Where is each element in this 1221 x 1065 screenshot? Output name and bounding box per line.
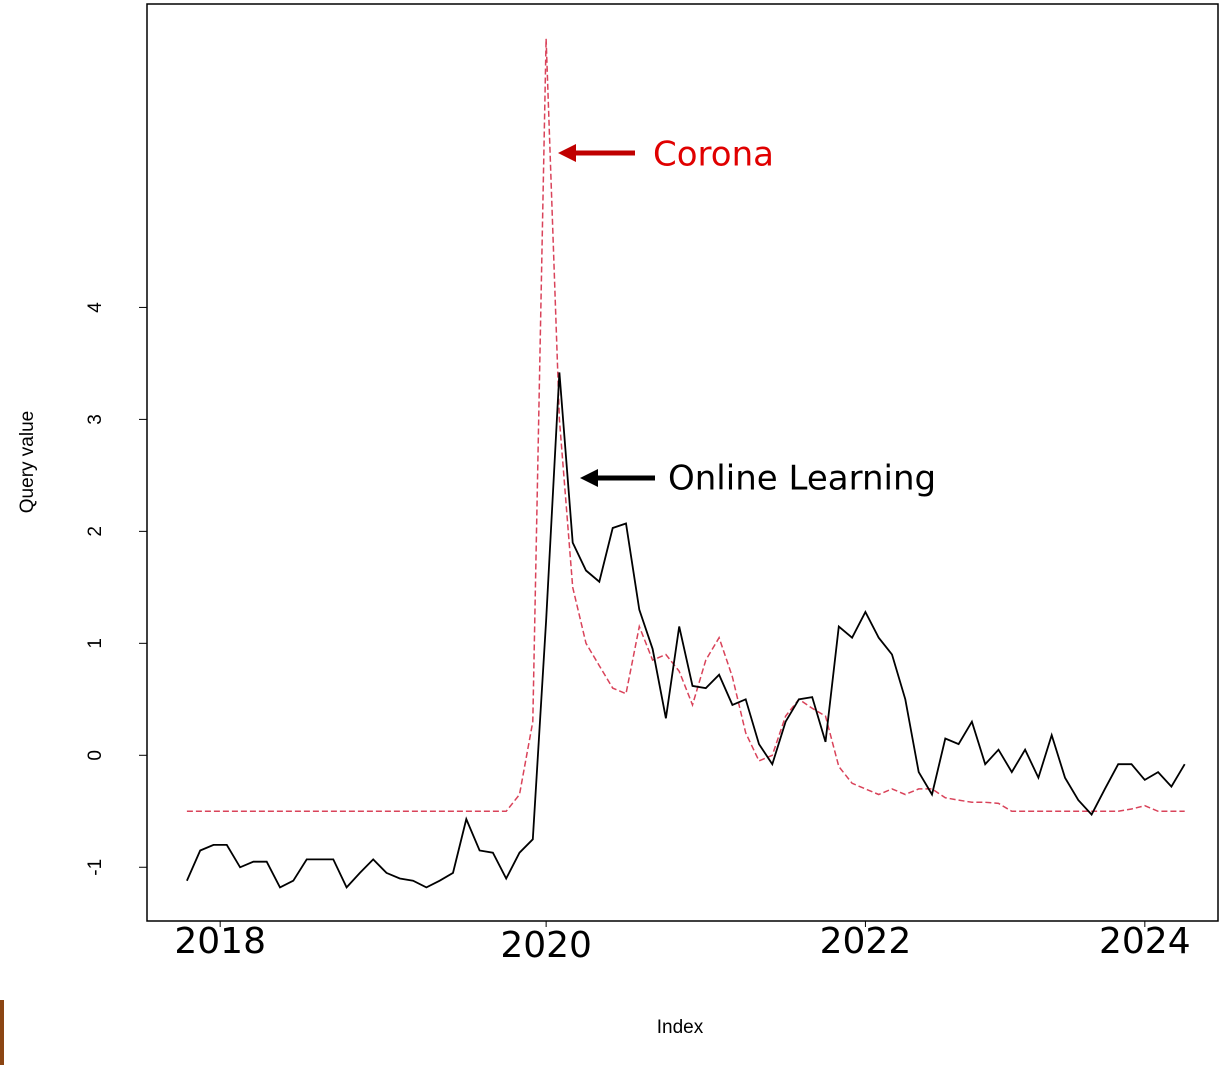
edge-decoration xyxy=(0,1000,4,1065)
x-tick-label: 2020 xyxy=(500,925,592,966)
x-axis-label: Index xyxy=(657,1017,704,1038)
corona-arrow-head xyxy=(558,144,576,162)
x-tick-label: 2024 xyxy=(1099,921,1191,962)
corona-annotation: Corona xyxy=(653,135,774,175)
y-tick-label: 1 xyxy=(85,638,106,649)
y-tick-label: 4 xyxy=(85,302,106,313)
series-line xyxy=(186,372,1186,889)
y-tick-label: 2 xyxy=(85,526,106,537)
plot-frame xyxy=(146,3,1219,922)
y-tick-label: 3 xyxy=(85,414,106,425)
y-tick-label: -1 xyxy=(85,859,106,876)
x-tick-label: 2018 xyxy=(174,921,266,962)
online-learning-arrow-head xyxy=(580,469,598,487)
y-axis-label: Query value xyxy=(17,411,38,513)
online-learning-annotation: Online Learning xyxy=(668,459,936,499)
x-tick-label: 2022 xyxy=(820,921,912,962)
y-tick-label: 0 xyxy=(85,750,106,761)
series-line xyxy=(186,38,1185,813)
